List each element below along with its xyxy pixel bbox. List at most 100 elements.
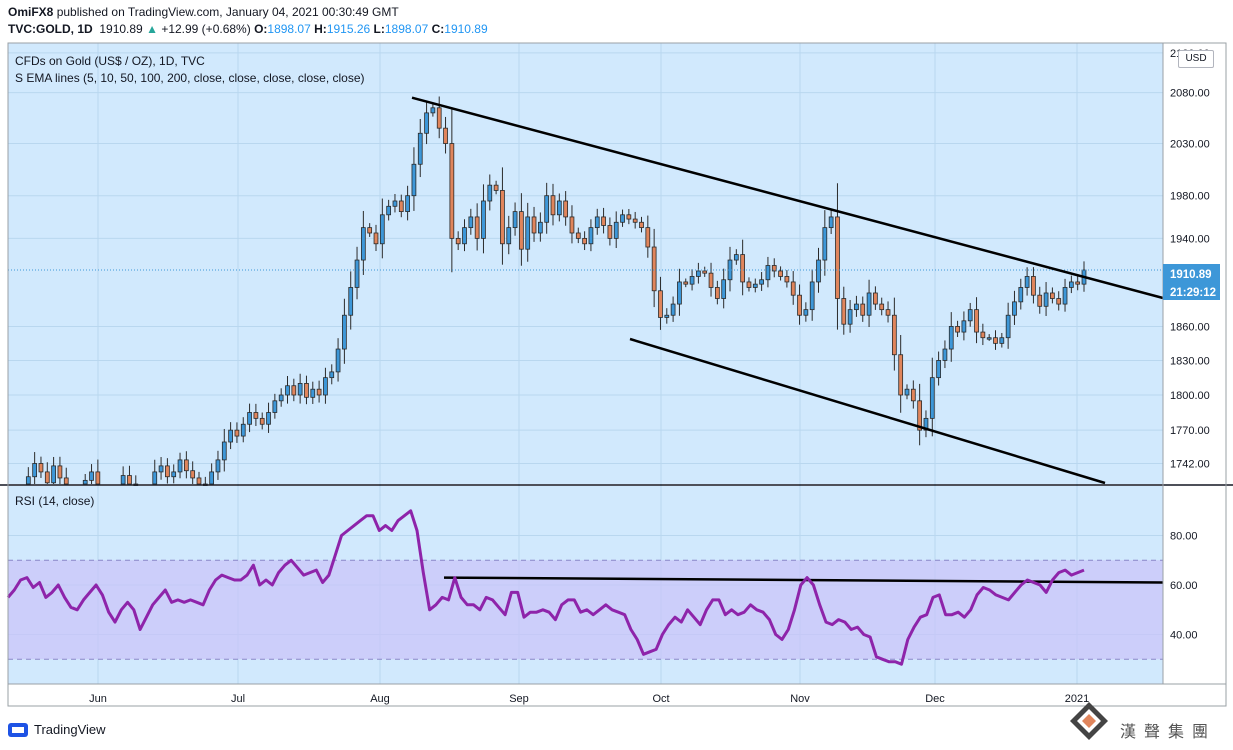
candle xyxy=(809,269,815,321)
candle xyxy=(278,388,284,407)
price-tick-label: 2030.00 xyxy=(1170,139,1210,151)
candle xyxy=(89,464,94,484)
candle xyxy=(44,462,50,484)
rsi-legend[interactable]: RSI (14, close) xyxy=(15,494,95,508)
candle xyxy=(885,301,891,323)
candle xyxy=(165,458,170,484)
candle xyxy=(323,367,328,404)
candle xyxy=(316,380,322,403)
candle xyxy=(929,357,935,437)
candle xyxy=(430,103,436,117)
candle xyxy=(348,271,354,330)
candle xyxy=(481,184,486,254)
candle xyxy=(765,256,771,288)
candle xyxy=(221,428,227,472)
candle xyxy=(493,180,499,195)
candle xyxy=(247,403,252,433)
candle xyxy=(398,194,404,218)
ohlc-line: TVC:GOLD, 1D 1910.89 ▲ +12.99 (+0.68%) O… xyxy=(8,22,488,36)
candle xyxy=(999,332,1005,348)
price-axis[interactable]: 2120.002080.002030.001980.001940.001860.… xyxy=(1170,48,1210,471)
candle xyxy=(664,308,670,324)
candle xyxy=(1012,290,1017,325)
candle xyxy=(677,268,682,316)
candle xyxy=(462,219,467,252)
candle xyxy=(771,258,777,278)
time-tick-label: Oct xyxy=(652,693,669,705)
candle xyxy=(291,378,297,402)
candle xyxy=(152,459,158,485)
candle xyxy=(1062,278,1068,312)
candle xyxy=(658,276,663,330)
candle xyxy=(860,296,866,322)
candle xyxy=(253,403,259,426)
instrument-legend[interactable]: CFDs on Gold (US$ / OZ), 1D, TVC xyxy=(15,54,205,68)
candle xyxy=(512,202,518,236)
candle xyxy=(234,422,240,443)
candle xyxy=(948,312,954,362)
candle xyxy=(1018,278,1024,310)
candle xyxy=(904,384,910,400)
candle xyxy=(1037,286,1043,314)
candle xyxy=(25,467,31,485)
candle xyxy=(360,210,366,275)
currency-badge[interactable]: USD xyxy=(1178,50,1214,68)
candle xyxy=(721,268,727,309)
candle xyxy=(955,320,960,338)
candle xyxy=(917,383,923,446)
candle xyxy=(575,227,581,244)
low-label: L: xyxy=(373,22,385,36)
candle xyxy=(544,182,550,234)
candle xyxy=(127,465,132,485)
watermark: 漢聲集團 xyxy=(1068,690,1233,750)
candle xyxy=(525,202,531,262)
price-tick-label: 1980.00 xyxy=(1170,191,1210,203)
footer-brand-label: TradingView xyxy=(34,722,106,737)
rsi-axis[interactable]: 80.00 60.00 40.00 xyxy=(1170,531,1198,642)
candle xyxy=(942,340,948,369)
candle xyxy=(980,323,986,346)
candle xyxy=(847,299,853,333)
candle xyxy=(1005,302,1011,349)
candle xyxy=(190,461,196,484)
time-tick-label: Sep xyxy=(509,693,529,705)
candle xyxy=(778,266,783,281)
candle xyxy=(51,456,56,484)
candle xyxy=(367,223,373,237)
candle xyxy=(626,209,632,225)
candle xyxy=(891,297,897,371)
candle xyxy=(879,297,885,316)
candle xyxy=(411,147,417,211)
candle xyxy=(1031,267,1036,304)
symbol-label: TVC:GOLD, 1D xyxy=(8,22,93,36)
ema-legend[interactable]: S EMA lines (5, 10, 50, 100, 200, close,… xyxy=(15,71,365,85)
last-value: 1910.89 xyxy=(99,22,143,36)
chart-border xyxy=(7,42,1227,707)
candle xyxy=(209,463,215,485)
candle xyxy=(828,209,834,235)
candle xyxy=(582,231,587,251)
last-price-label: 1910.89 xyxy=(1170,269,1212,281)
up-arrow-icon: ▲ xyxy=(146,22,158,36)
candle xyxy=(215,450,221,480)
candle xyxy=(487,174,493,211)
candles xyxy=(25,96,1087,486)
lower-trend-line[interactable] xyxy=(629,337,1106,485)
time-tick-label: Jul xyxy=(231,693,245,705)
candle xyxy=(910,380,916,409)
upper-trend-line[interactable] xyxy=(411,96,1164,300)
candle xyxy=(822,210,828,276)
candle xyxy=(632,211,638,229)
rsi-tick-label: 40.00 xyxy=(1170,630,1198,642)
footer-brand[interactable]: TradingView xyxy=(8,722,106,737)
time-axis[interactable]: Jun Jul Aug Sep Oct Nov Dec 2021 xyxy=(89,693,1089,705)
author-name[interactable]: OmiFX8 xyxy=(8,5,54,19)
candle xyxy=(1056,291,1062,311)
candle xyxy=(57,456,63,484)
candle xyxy=(594,208,600,235)
candle xyxy=(873,286,878,310)
candle xyxy=(228,422,233,450)
candle xyxy=(708,262,714,297)
price-panel-bg xyxy=(8,43,1163,484)
